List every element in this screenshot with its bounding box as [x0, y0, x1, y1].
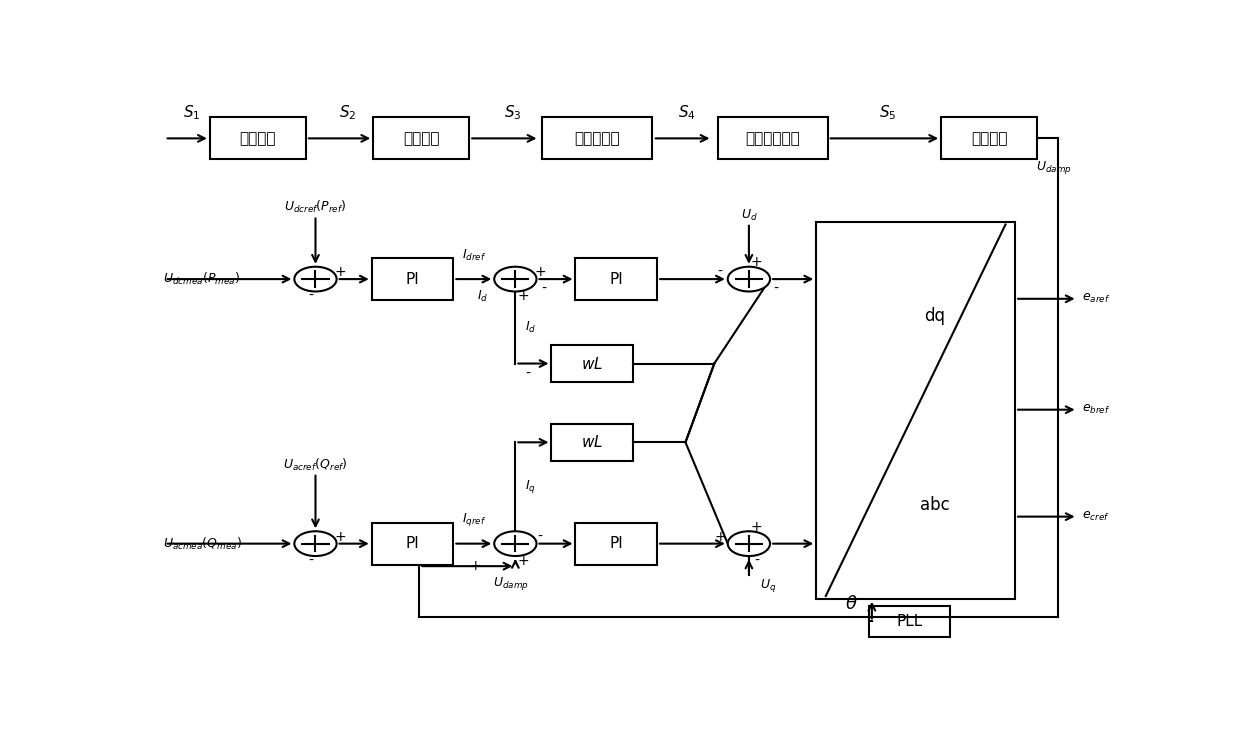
Text: +: + [517, 289, 529, 303]
Text: 隔直环节: 隔直环节 [403, 131, 439, 146]
FancyBboxPatch shape [372, 258, 454, 300]
Circle shape [728, 531, 770, 556]
Text: $U_{dcmea}(P_{mea})$: $U_{dcmea}(P_{mea})$ [162, 271, 239, 287]
FancyBboxPatch shape [210, 117, 306, 159]
Text: +: + [750, 255, 763, 269]
Text: $wL$: $wL$ [582, 355, 604, 371]
FancyBboxPatch shape [372, 523, 454, 565]
Text: $I_d$: $I_d$ [525, 320, 536, 335]
Text: 带通滤波器: 带通滤波器 [574, 131, 620, 146]
FancyBboxPatch shape [816, 221, 1016, 599]
FancyBboxPatch shape [552, 424, 634, 461]
Text: PI: PI [609, 536, 624, 551]
FancyBboxPatch shape [373, 117, 469, 159]
Text: $U_{damp}$: $U_{damp}$ [1035, 159, 1071, 176]
Text: dq: dq [924, 307, 945, 325]
Text: -: - [538, 530, 543, 544]
Text: $e_{aref}$: $e_{aref}$ [1083, 292, 1111, 306]
Text: 量侧环节: 量侧环节 [239, 131, 277, 146]
Circle shape [495, 531, 537, 556]
Text: $\theta$: $\theta$ [846, 596, 858, 613]
Text: $S_4$: $S_4$ [677, 104, 696, 122]
Text: $I_{qref}$: $I_{qref}$ [461, 511, 486, 528]
Text: -: - [309, 289, 314, 303]
Text: $S_5$: $S_5$ [879, 104, 897, 122]
FancyBboxPatch shape [718, 117, 828, 159]
Text: $wL$: $wL$ [582, 434, 604, 450]
Text: -: - [774, 282, 779, 296]
FancyBboxPatch shape [542, 117, 652, 159]
Text: $S_1$: $S_1$ [182, 104, 200, 122]
FancyBboxPatch shape [575, 523, 657, 565]
Text: 限幅环节: 限幅环节 [971, 131, 1007, 146]
Text: -: - [718, 265, 723, 279]
Text: +: + [517, 553, 529, 567]
Text: $I_q$: $I_q$ [525, 478, 536, 496]
Text: PI: PI [609, 272, 624, 287]
Text: $U_d$: $U_d$ [740, 208, 758, 223]
Text: 模糊推理系统: 模糊推理系统 [745, 131, 800, 146]
Text: $e_{bref}$: $e_{bref}$ [1083, 403, 1111, 416]
Text: +: + [534, 265, 546, 279]
Text: +: + [335, 265, 346, 279]
Text: +: + [469, 559, 481, 573]
Text: $I_{dref}$: $I_{dref}$ [461, 249, 486, 263]
Text: -: - [525, 367, 529, 381]
Circle shape [294, 267, 336, 292]
Text: $U_{acref}(Q_{ref})$: $U_{acref}(Q_{ref})$ [283, 457, 348, 473]
Text: +: + [750, 520, 763, 534]
Circle shape [495, 267, 537, 292]
Text: -: - [754, 553, 759, 567]
FancyBboxPatch shape [941, 117, 1037, 159]
Text: -: - [542, 282, 547, 296]
FancyBboxPatch shape [868, 606, 950, 637]
Circle shape [294, 531, 336, 556]
Text: PI: PI [405, 536, 419, 551]
Text: $I_d$: $I_d$ [477, 289, 489, 303]
Text: $U_{acmea}(Q_{mea})$: $U_{acmea}(Q_{mea})$ [162, 536, 242, 552]
Text: $U_q$: $U_q$ [760, 577, 776, 594]
FancyBboxPatch shape [575, 258, 657, 300]
Text: PLL: PLL [897, 614, 923, 629]
Text: abc: abc [920, 496, 950, 513]
Text: +: + [714, 530, 725, 544]
Text: $e_{cref}$: $e_{cref}$ [1083, 510, 1110, 523]
Text: $U_{dcref}(P_{ref})$: $U_{dcref}(P_{ref})$ [284, 200, 347, 216]
Text: $S_2$: $S_2$ [339, 104, 356, 122]
Text: $U_{damp}$: $U_{damp}$ [492, 575, 528, 591]
Text: $S_3$: $S_3$ [503, 104, 521, 122]
Text: +: + [335, 530, 346, 544]
Text: -: - [309, 553, 314, 567]
FancyBboxPatch shape [552, 345, 634, 382]
Circle shape [728, 267, 770, 292]
Text: PI: PI [405, 272, 419, 287]
